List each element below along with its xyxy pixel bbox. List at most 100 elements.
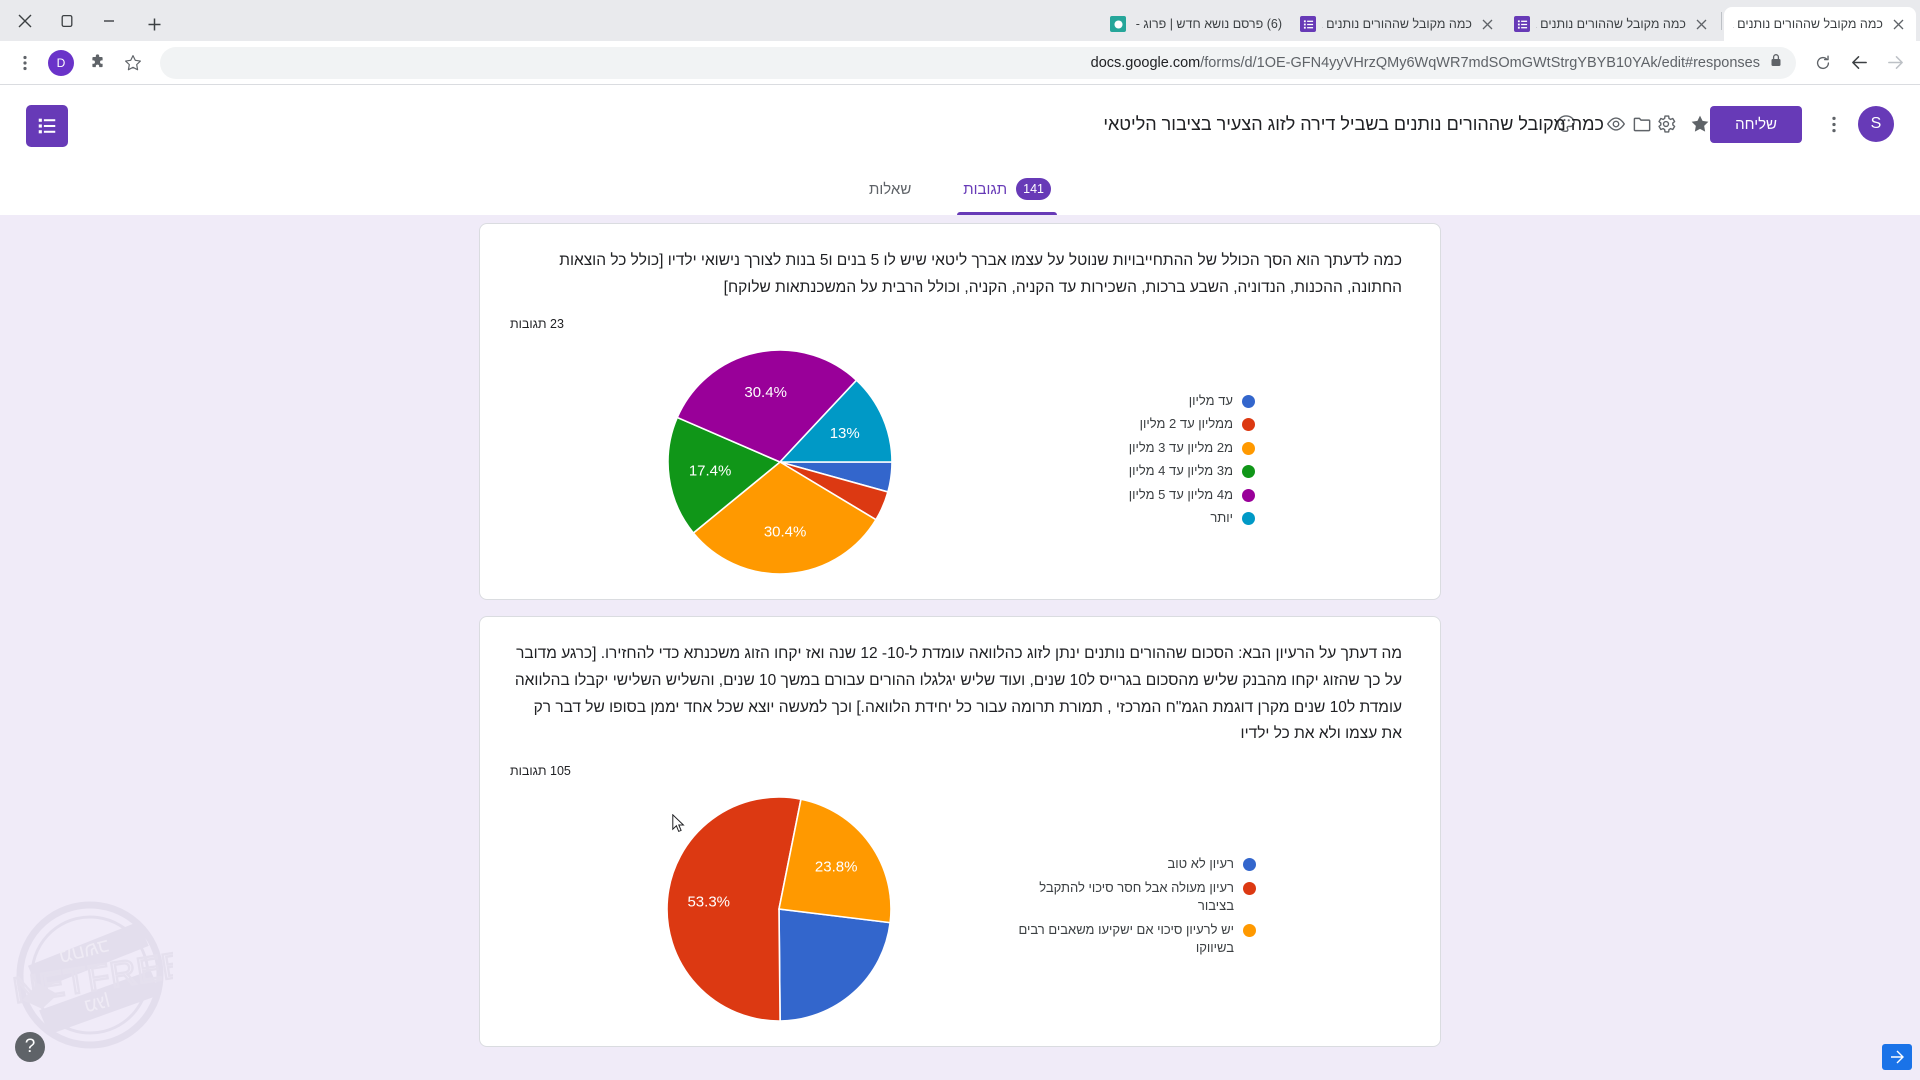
legend-label: רעיון מעולה אבל חסר סיכוי להתקבל בציבור <box>1039 879 1234 914</box>
browser-tab-2[interactable]: כמה מקובל שההורים נותנים בשב <box>1505 7 1719 41</box>
tab-questions[interactable]: שאלות <box>863 163 917 215</box>
pie-chart-2: 53.3% 23.8% רעיון לא טוב רעיון מעולה אבל ח… <box>510 794 1410 1024</box>
palette-icon[interactable] <box>1546 104 1586 144</box>
pie-slice[interactable] <box>667 416 782 535</box>
response-count-label: 23 תגובות <box>510 317 564 332</box>
avatar[interactable]: S <box>1858 106 1894 142</box>
forms-tab-bar: 141 תגובות שאלות <box>0 163 1920 215</box>
tab-questions-label: שאלות <box>869 180 912 198</box>
legend-label: עד מליון <box>1188 392 1233 408</box>
legend-item: רעיון מעולה אבל חסר סיכוי להתקבל בציבור <box>1004 879 1256 916</box>
send-button[interactable]: שליחה <box>1710 105 1802 143</box>
more-options-icon[interactable] <box>1820 106 1848 142</box>
page-viewport: S שליחה <box>0 85 1920 1080</box>
pie-chart-2-graphic: 53.3% 23.8% <box>664 794 894 1024</box>
legend-label: מ2 מליון עד 3 מליון <box>1128 439 1233 455</box>
address-bar-row: D docs.google.com/forms/d/1OE-GFN4yyVHrz… <box>0 41 1920 85</box>
legend-label: ממליון עד 2 מליון <box>1139 416 1233 432</box>
browser-tab-1[interactable]: כמה מקובל שההורים נותנים בשב <box>1724 7 1916 41</box>
pie-chart-1: 30.4% 17.4% 30.4% 13% עד מליון ממליון עד 2 מ… <box>510 347 1410 577</box>
page-title: כמה מקובל שההורים נותנים בשביל דירה לזוג… <box>1103 113 1604 134</box>
corner-widget-button[interactable] <box>1882 1044 1912 1070</box>
legend-label: יש לרעיון סיכוי אם ישקיעו משאבים רבים בש… <box>1018 921 1234 956</box>
tab-title: כמה מקובל שההורים נותנים בשב <box>1536 17 1686 31</box>
kebab-menu-icon[interactable] <box>8 46 42 80</box>
form-title-group: כמה מקובל שההורים נותנים בשביל דירה לזוג… <box>1103 85 1720 163</box>
window-maximize-button[interactable] <box>46 0 88 41</box>
legend-color-swatch <box>1242 418 1255 432</box>
tab-close-icon[interactable] <box>1478 15 1496 33</box>
new-tab-button[interactable] <box>140 10 168 38</box>
profile-avatar[interactable]: D <box>48 49 74 76</box>
pie-slice-label: 30.4% <box>764 524 807 541</box>
pie-slice-label: 23.8% <box>815 859 858 876</box>
legend-item: מ4 מליון עד 5 מליון <box>1005 486 1255 504</box>
browser-tab-4[interactable]: (6) פרסם נושא חדש | פרוג - דף ה <box>1101 7 1291 41</box>
pie-chart-1-graphic: 30.4% 17.4% 30.4% 13% <box>665 347 895 577</box>
puzzle-icon[interactable] <box>80 46 114 80</box>
legend-label: רעיון לא טוב <box>1167 856 1234 872</box>
star-icon[interactable] <box>116 46 150 80</box>
tab-list: כמה מקובל שההורים נותנים בשב כמה מקובל ש… <box>174 0 1920 41</box>
forms-bar-left-group: S שליחה <box>1546 104 1894 144</box>
tab-title: כמה מקובל שההורים נותנים בשב <box>1322 17 1472 31</box>
window-close-button[interactable] <box>4 0 46 41</box>
pie-slice[interactable] <box>778 798 892 924</box>
pie-slice[interactable] <box>692 461 878 576</box>
responses-count-badge: 141 <box>1016 178 1051 200</box>
legend-label: מ4 מליון עד 5 מליון <box>1128 486 1233 502</box>
legend-color-swatch <box>1243 881 1256 895</box>
pie-1-svg: 30.4% 17.4% 30.4% 13% <box>667 349 893 576</box>
back-arrow-icon[interactable] <box>1842 46 1876 80</box>
folder-icon[interactable] <box>1622 104 1662 144</box>
forward-arrow-icon[interactable] <box>1878 46 1912 80</box>
pie-slice[interactable] <box>676 349 858 464</box>
forum-icon <box>1110 16 1126 32</box>
pie-chart-2-legend: רעיון לא טוב רעיון מעולה אבל חסר סיכוי לה… <box>984 855 1256 962</box>
legend-item: מ3 מליון עד 4 מליון <box>1005 462 1255 480</box>
pie-slice[interactable] <box>666 796 802 1022</box>
pie-slice[interactable] <box>778 379 893 464</box>
tab-separator <box>1721 11 1722 30</box>
reload-icon[interactable] <box>1806 46 1840 80</box>
legend-item: יותר <box>1005 509 1255 527</box>
legend-item: עד מליון <box>1005 392 1255 410</box>
legend-item: ממליון עד 2 מליון <box>1005 415 1255 433</box>
legend-item: רעיון לא טוב <box>1004 855 1256 873</box>
browser-tab-3[interactable]: כמה מקובל שההורים נותנים בשב <box>1291 7 1505 41</box>
legend-color-swatch <box>1242 441 1255 455</box>
tab-close-icon[interactable] <box>1889 15 1907 33</box>
responses-scroll-area[interactable]: כמה לדעתך הוא הסך הכולל של ההתחייבויות ש… <box>0 215 1920 1080</box>
pie-slice[interactable] <box>778 908 892 1022</box>
window-minimize-button[interactable] <box>88 0 130 41</box>
responses-sheet-icon[interactable] <box>26 105 68 147</box>
legend-item: מ2 מליון עד 3 מליון <box>1005 439 1255 457</box>
url-input[interactable]: docs.google.com/forms/d/1OE-GFN4yyVHrzQM… <box>160 46 1796 79</box>
pie-slice-label: 30.4% <box>744 384 787 401</box>
gear-icon[interactable] <box>1646 104 1686 144</box>
response-card-2: מה דעתך על הרעיון הבא: הסכום שההורים נות… <box>479 616 1441 1047</box>
question-text: כמה לדעתך הוא הסך הכולל של ההתחייבויות ש… <box>559 252 1402 296</box>
response-card-1: כמה לדעתך הוא הסך הכולל של ההתחייבויות ש… <box>479 223 1441 601</box>
star-icon[interactable] <box>1680 104 1720 144</box>
forms-icon <box>1514 16 1530 32</box>
legend-color-swatch <box>1242 488 1255 502</box>
pie-slice-label: 13% <box>830 425 860 442</box>
help-button[interactable]: ? <box>15 1032 45 1062</box>
url-text: docs.google.com/forms/d/1OE-GFN4yyVHrzQM… <box>1090 54 1760 71</box>
legend-color-swatch <box>1242 465 1255 479</box>
response-cards-container: כמה לדעתך הוא הסך הכולל של ההתחייבויות ש… <box>479 215 1441 1047</box>
avatar-initial: S <box>1870 115 1882 132</box>
legend-label: יותר <box>1210 510 1233 526</box>
pie-2-svg: 53.3% 23.8% <box>666 796 892 1022</box>
legend-color-swatch <box>1242 512 1255 526</box>
profile-initial: D <box>56 55 66 70</box>
forms-bar-right-group <box>26 105 68 147</box>
tab-close-icon[interactable] <box>1692 15 1710 33</box>
tab-responses[interactable]: 141 תגובות <box>957 163 1057 215</box>
question-text: מה דעתך על הרעיון הבא: הסכום שההורים נות… <box>514 645 1402 743</box>
window-controls <box>0 0 134 41</box>
lock-icon <box>1770 53 1782 72</box>
eye-icon[interactable] <box>1596 104 1636 144</box>
